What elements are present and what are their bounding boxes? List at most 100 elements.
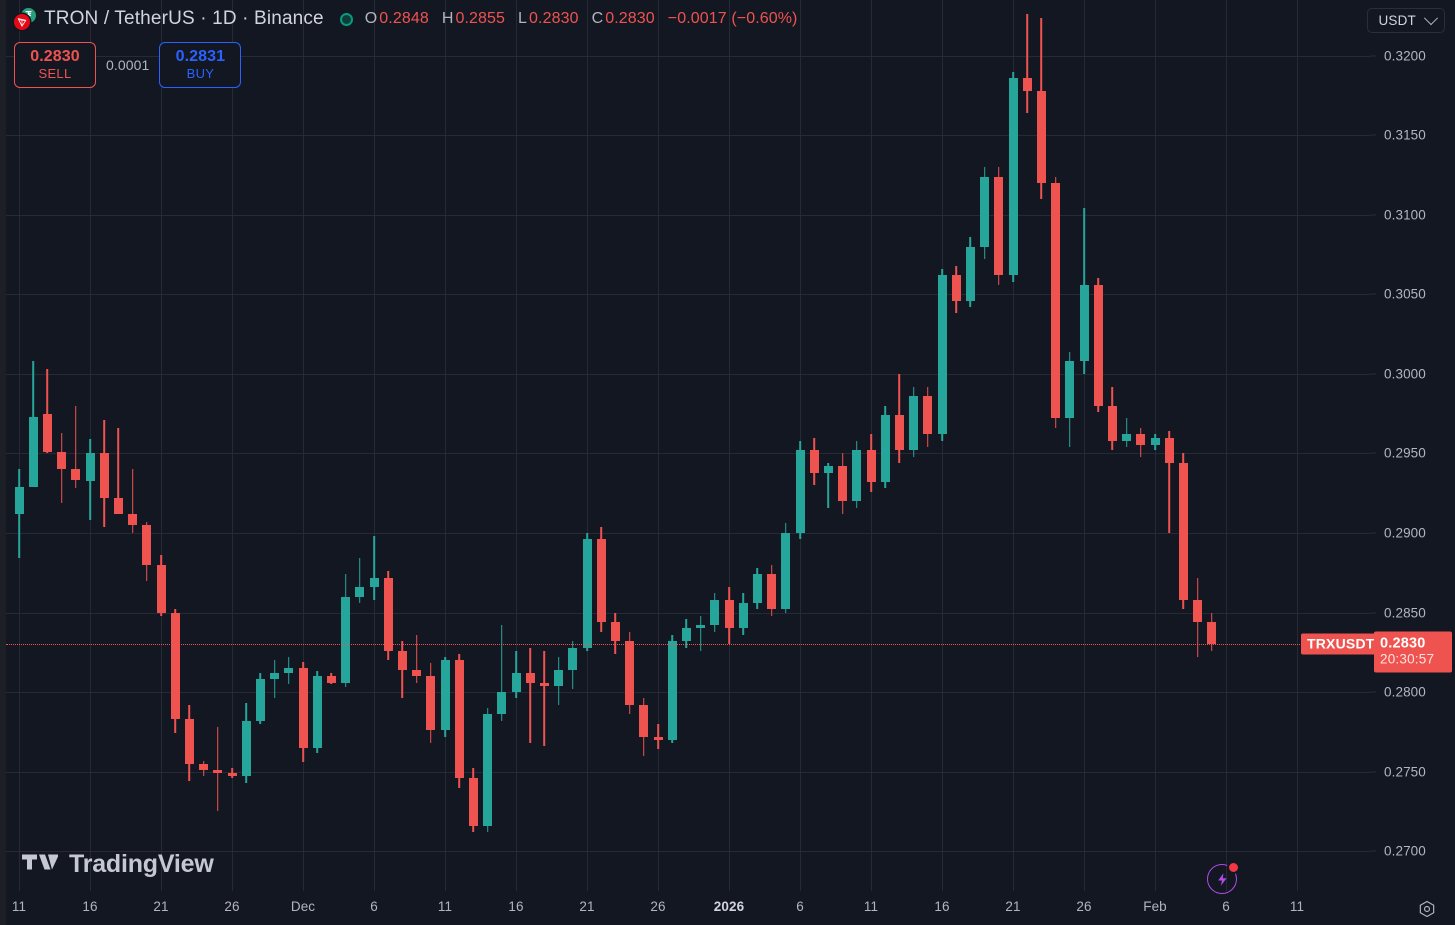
candle [767,0,777,891]
candle [71,0,81,891]
candle-body [539,682,549,686]
candle [838,0,848,891]
chart-plot-area[interactable] [6,0,1370,891]
candle-body [511,673,521,693]
price-tick-dash [1370,214,1376,216]
candle [128,0,138,891]
candle [227,0,237,891]
last-price-badge[interactable]: 0.2830 20:30:57 [1374,631,1452,673]
lightning-alert-icon[interactable] [1207,863,1238,894]
candle [42,0,52,891]
candle [568,0,578,891]
candle [880,0,890,891]
candle-body [937,275,947,435]
candle [440,0,450,891]
candle [696,0,706,891]
price-axis-tick: 0.3200 [1384,48,1426,64]
candle-body [795,450,805,533]
candle [1065,0,1075,891]
gridline-horizontal [6,453,1370,455]
candle-body [909,396,919,451]
candle-wick [75,405,77,489]
market-open-dot-icon [339,12,353,26]
candle-body [483,714,493,826]
candle-body [596,539,606,623]
candle-body [113,498,123,514]
gridline-vertical [942,0,943,891]
currency-select[interactable]: USDT [1367,8,1445,33]
price-tick-dash [1370,134,1376,136]
price-axis-tick: 0.2700 [1384,843,1426,859]
candle-body [951,275,961,301]
candle [57,0,67,891]
time-axis[interactable]: 11 16 21 26 Dec 6 11 16 21 26 2026 6 11 16 21 26 Feb 6 11 [0,891,1455,925]
gridline-vertical [587,0,588,891]
price-axis-tick: 0.2750 [1384,764,1426,780]
low-value: 0.2830 [529,10,579,27]
candle-body [994,176,1004,276]
candle-body [852,450,862,502]
candle [85,0,95,891]
buy-button[interactable]: 0.2831 BUY [159,42,242,88]
candle-wick [827,463,830,508]
gridline-vertical [232,0,233,891]
price-tick-dash [1370,850,1376,852]
candle [511,0,521,891]
candle [426,0,436,891]
candle-body [369,577,379,588]
left-toolbar-rail [0,0,6,925]
candle [341,0,351,891]
gridline-vertical [161,0,162,891]
candle-body [1107,405,1117,441]
time-axis-tick: 11 [863,899,879,914]
low-label: L [518,10,528,27]
sell-price: 0.2830 [30,48,80,65]
price-axis[interactable]: 0.3200 0.3150 0.3100 0.3050 0.3000 0.2950 0.29… [1370,0,1455,891]
candle [355,0,365,891]
gridline-horizontal [6,612,1370,614]
candle [596,0,606,891]
candle-body [781,533,791,610]
candle-body [582,539,592,648]
price-axis-tick: 0.2950 [1384,445,1426,461]
candle-body [213,770,223,774]
candle [738,0,748,891]
high-label: H [441,10,454,27]
gridline-vertical [1297,0,1298,891]
gridline-horizontal [6,373,1370,375]
candle-body [397,650,407,670]
candle-body [1136,434,1146,446]
candle [397,0,407,891]
candle-body [412,669,422,677]
gridline-vertical [1084,0,1085,891]
candle-body [57,451,67,470]
time-axis-tick: 6 [796,899,804,914]
price-axis-tick: 0.2900 [1384,525,1426,541]
candle [923,0,933,891]
candle-body [156,564,166,613]
symbol-title[interactable]: TRON / TetherUS · 1D · Binance [44,8,324,29]
price-tick-dash [1370,452,1376,454]
chart-settings-gear-icon[interactable] [1417,899,1437,919]
candle-wick [401,641,404,699]
candle [326,0,336,891]
candle-body [1164,437,1174,463]
sell-button[interactable]: 0.2830 SELL [14,42,96,88]
price-axis-tick: 0.3150 [1384,127,1426,143]
candle-body [696,625,706,629]
candle-body [554,669,564,686]
candle-body [823,466,833,473]
candle-wick [501,625,503,721]
candle [1051,0,1061,891]
candle [412,0,422,891]
candle-wick [359,558,361,603]
candle-body [497,692,507,715]
candle [852,0,862,891]
candle-body [625,641,635,705]
candle [369,0,379,891]
candle-body [440,660,450,731]
candle [610,0,620,891]
time-axis-tick: 16 [934,899,950,914]
candle-body [866,450,876,483]
buy-label: BUY [186,66,215,81]
